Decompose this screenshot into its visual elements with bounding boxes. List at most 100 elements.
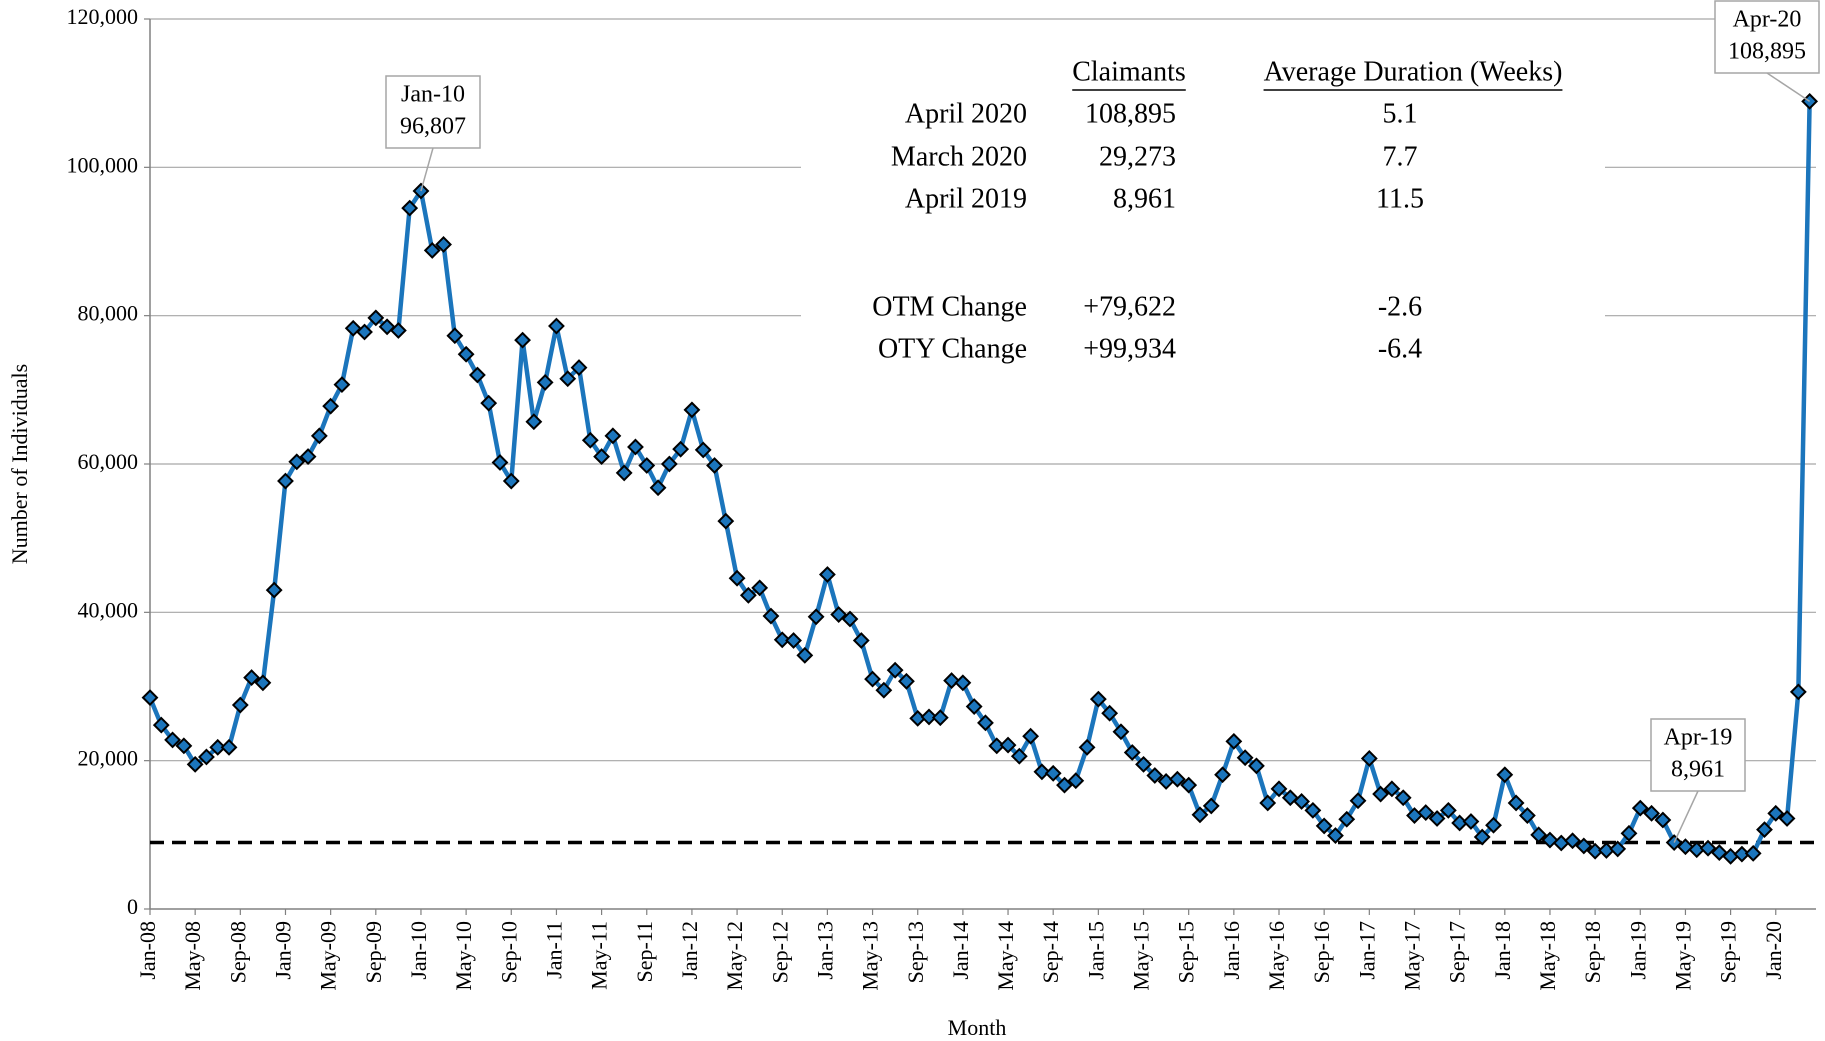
marker — [1428, 810, 1446, 827]
marker — [536, 374, 554, 391]
marker — [830, 606, 848, 623]
marker — [220, 738, 238, 756]
x-tick-label: May-11 — [587, 921, 612, 990]
annotation-box — [385, 75, 481, 149]
marker — [999, 736, 1017, 754]
marker — [1778, 810, 1796, 827]
y-tick-label: 60,000 — [78, 449, 139, 474]
marker — [310, 427, 328, 445]
marker — [1056, 776, 1073, 794]
claimants-cell: 108,895 — [1085, 98, 1176, 129]
y-tick-label: 100,000 — [67, 152, 139, 177]
marker — [785, 632, 802, 649]
marker — [649, 479, 667, 497]
marker — [514, 331, 531, 349]
marker — [1338, 810, 1356, 828]
claimants-cell: 8,961 — [1113, 183, 1176, 214]
duration-cell: 5.1 — [1383, 98, 1418, 129]
marker — [209, 738, 227, 756]
x-axis-label: Month — [948, 1015, 1007, 1040]
marker — [559, 370, 577, 388]
marker — [322, 397, 340, 415]
marker — [1518, 807, 1536, 824]
marker — [1360, 750, 1378, 767]
series-line — [147, 101, 1812, 859]
marker — [1496, 766, 1514, 784]
marker — [265, 581, 283, 599]
marker — [977, 714, 994, 732]
duration-cell: 7.7 — [1383, 141, 1418, 172]
callout-line — [1673, 790, 1699, 843]
x-tick-label: Jan-12 — [677, 921, 702, 980]
marker — [694, 441, 712, 459]
marker — [672, 440, 690, 458]
annotation-value: 8,961 — [1671, 757, 1725, 783]
marker — [1327, 827, 1344, 844]
marker — [1248, 757, 1265, 775]
marker — [254, 674, 272, 692]
marker — [1078, 738, 1096, 756]
marker — [852, 632, 870, 649]
marker — [1383, 780, 1401, 798]
marker — [1146, 767, 1164, 784]
y-tick-label: 40,000 — [78, 597, 139, 622]
marker — [615, 464, 633, 482]
table-header: Claimants — [1072, 56, 1186, 87]
x-tick-label: Jan-11 — [541, 921, 566, 979]
marker — [491, 454, 509, 471]
marker — [1620, 824, 1638, 842]
marker — [1507, 794, 1525, 812]
annotation-box — [1650, 718, 1746, 792]
marker — [570, 359, 588, 376]
marker — [1417, 804, 1435, 821]
x-tick-label: May-18 — [1535, 921, 1560, 991]
marker — [389, 322, 407, 339]
marker — [807, 608, 825, 626]
x-tick-label: Jan-20 — [1761, 921, 1786, 980]
marker — [1631, 799, 1649, 817]
marker — [1270, 780, 1288, 798]
table-background — [801, 47, 1605, 372]
claimants-cell: +99,934 — [1083, 333, 1176, 364]
marker — [1033, 763, 1051, 781]
marker — [1067, 772, 1085, 790]
y-tick-label: 120,000 — [67, 4, 139, 29]
annotation-box — [1714, 0, 1820, 74]
marker — [1530, 826, 1548, 844]
row-label: OTM Change — [872, 291, 1027, 322]
duration-cell: 11.5 — [1376, 183, 1424, 214]
marker — [480, 394, 498, 412]
marker — [525, 413, 543, 431]
marker — [604, 427, 622, 445]
marker — [1180, 776, 1198, 794]
table-header: Average Duration (Weeks) — [1264, 56, 1563, 87]
marker — [728, 569, 746, 587]
marker — [457, 345, 475, 363]
marker — [367, 309, 385, 327]
marker — [627, 438, 644, 456]
x-tick-label: Sep-15 — [1174, 921, 1199, 983]
marker — [435, 236, 452, 253]
marker — [1202, 797, 1220, 815]
marker — [818, 566, 836, 583]
marker — [762, 607, 780, 625]
marker — [231, 696, 249, 714]
marker — [378, 318, 396, 336]
marker — [1609, 840, 1627, 858]
marker — [875, 681, 893, 699]
marker — [943, 672, 961, 689]
x-tick-label: Sep-16 — [1309, 921, 1334, 983]
x-tick-label: Jan-13 — [812, 921, 837, 980]
marker — [356, 323, 373, 341]
marker — [277, 472, 294, 490]
x-tick-label: Jan-16 — [1219, 921, 1244, 980]
marker — [1010, 747, 1028, 765]
marker — [1473, 828, 1491, 846]
marker — [593, 448, 611, 465]
marker — [1654, 811, 1672, 829]
marker — [739, 586, 757, 604]
x-tick-label: Sep-17 — [1445, 921, 1470, 983]
marker — [152, 716, 170, 734]
marker — [1756, 821, 1773, 839]
x-tick-label: Jan-08 — [135, 921, 160, 980]
